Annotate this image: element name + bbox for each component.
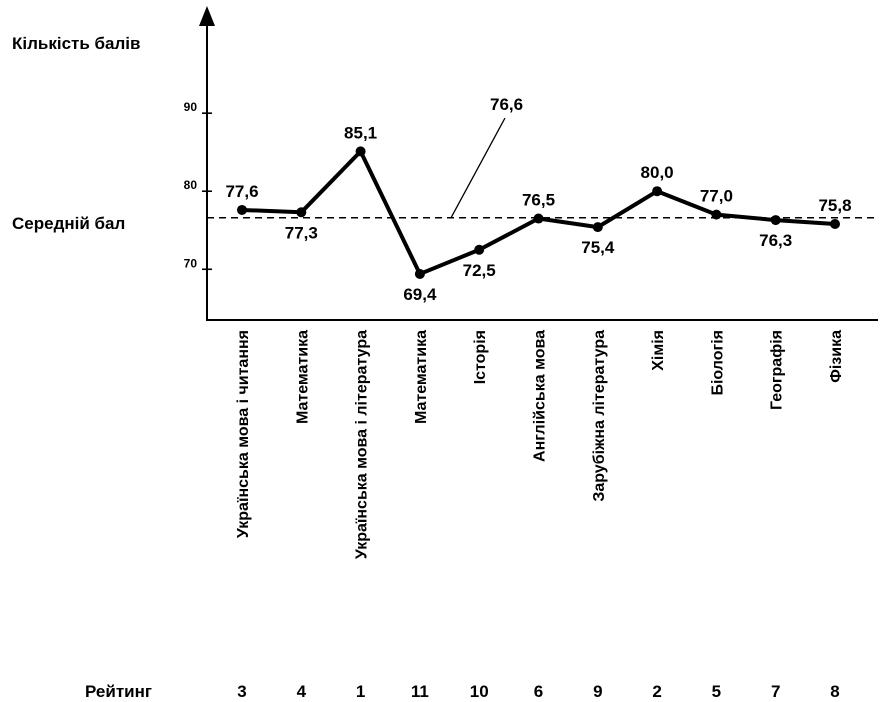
data-label: 76,5 [522,191,555,210]
rating-value: 9 [593,682,602,701]
data-point [770,215,781,226]
category-label: Математика [413,330,430,424]
category-label: Хімія [650,330,667,371]
data-point [533,213,544,224]
rating-value: 2 [652,682,661,701]
rating-value: 3 [237,682,246,701]
rating-value: 1 [356,682,365,701]
rating-value: 8 [830,682,839,701]
category-label: Біологія [709,330,726,396]
data-label: 77,6 [225,182,258,201]
data-label: 75,8 [818,196,851,215]
data-point [592,222,603,233]
category-label: Математика [294,330,311,424]
category-label: Географія [769,330,786,410]
data-point [296,207,307,218]
y-tick-label: 80 [184,178,198,192]
data-label: 77,3 [285,223,318,242]
data-label: 76,3 [759,231,792,250]
y-tick-label: 70 [184,256,198,270]
y-axis-arrow [199,6,215,26]
data-point [711,209,722,220]
data-label: 77,0 [700,187,733,206]
data-label: 80,0 [641,163,674,182]
data-point [237,204,247,215]
data-point [652,186,663,197]
category-label: Англійська мова [532,330,549,462]
data-label: 85,1 [344,123,377,142]
y-axis-label: Кількість балів [12,34,140,53]
data-point [355,146,366,157]
average-value-label: 76,6 [490,95,523,114]
category-label: Фізика [828,330,845,383]
data-point [830,219,840,229]
rating-value: 5 [712,682,721,701]
category-label: Історія [472,330,489,384]
data-label: 75,4 [581,238,615,257]
average-leader-line [450,117,506,219]
y-tick-label: 90 [184,100,198,114]
rating-value: 4 [297,682,307,701]
category-label: Зарубіжна література [591,330,608,502]
rating-value: 7 [771,682,780,701]
data-point [474,244,485,255]
rating-label: Рейтинг [85,682,152,701]
category-label: Українська мова і література [354,330,371,559]
rating-value: 10 [470,682,489,701]
data-label: 69,4 [403,285,437,304]
rating-value: 11 [411,682,429,701]
data-label: 72,5 [463,261,496,280]
rating-value: 6 [534,682,543,701]
data-point [414,268,425,279]
average-label: Середній бал [12,214,125,233]
series-line [241,149,836,276]
category-label: Українська мова і читання [235,330,252,538]
